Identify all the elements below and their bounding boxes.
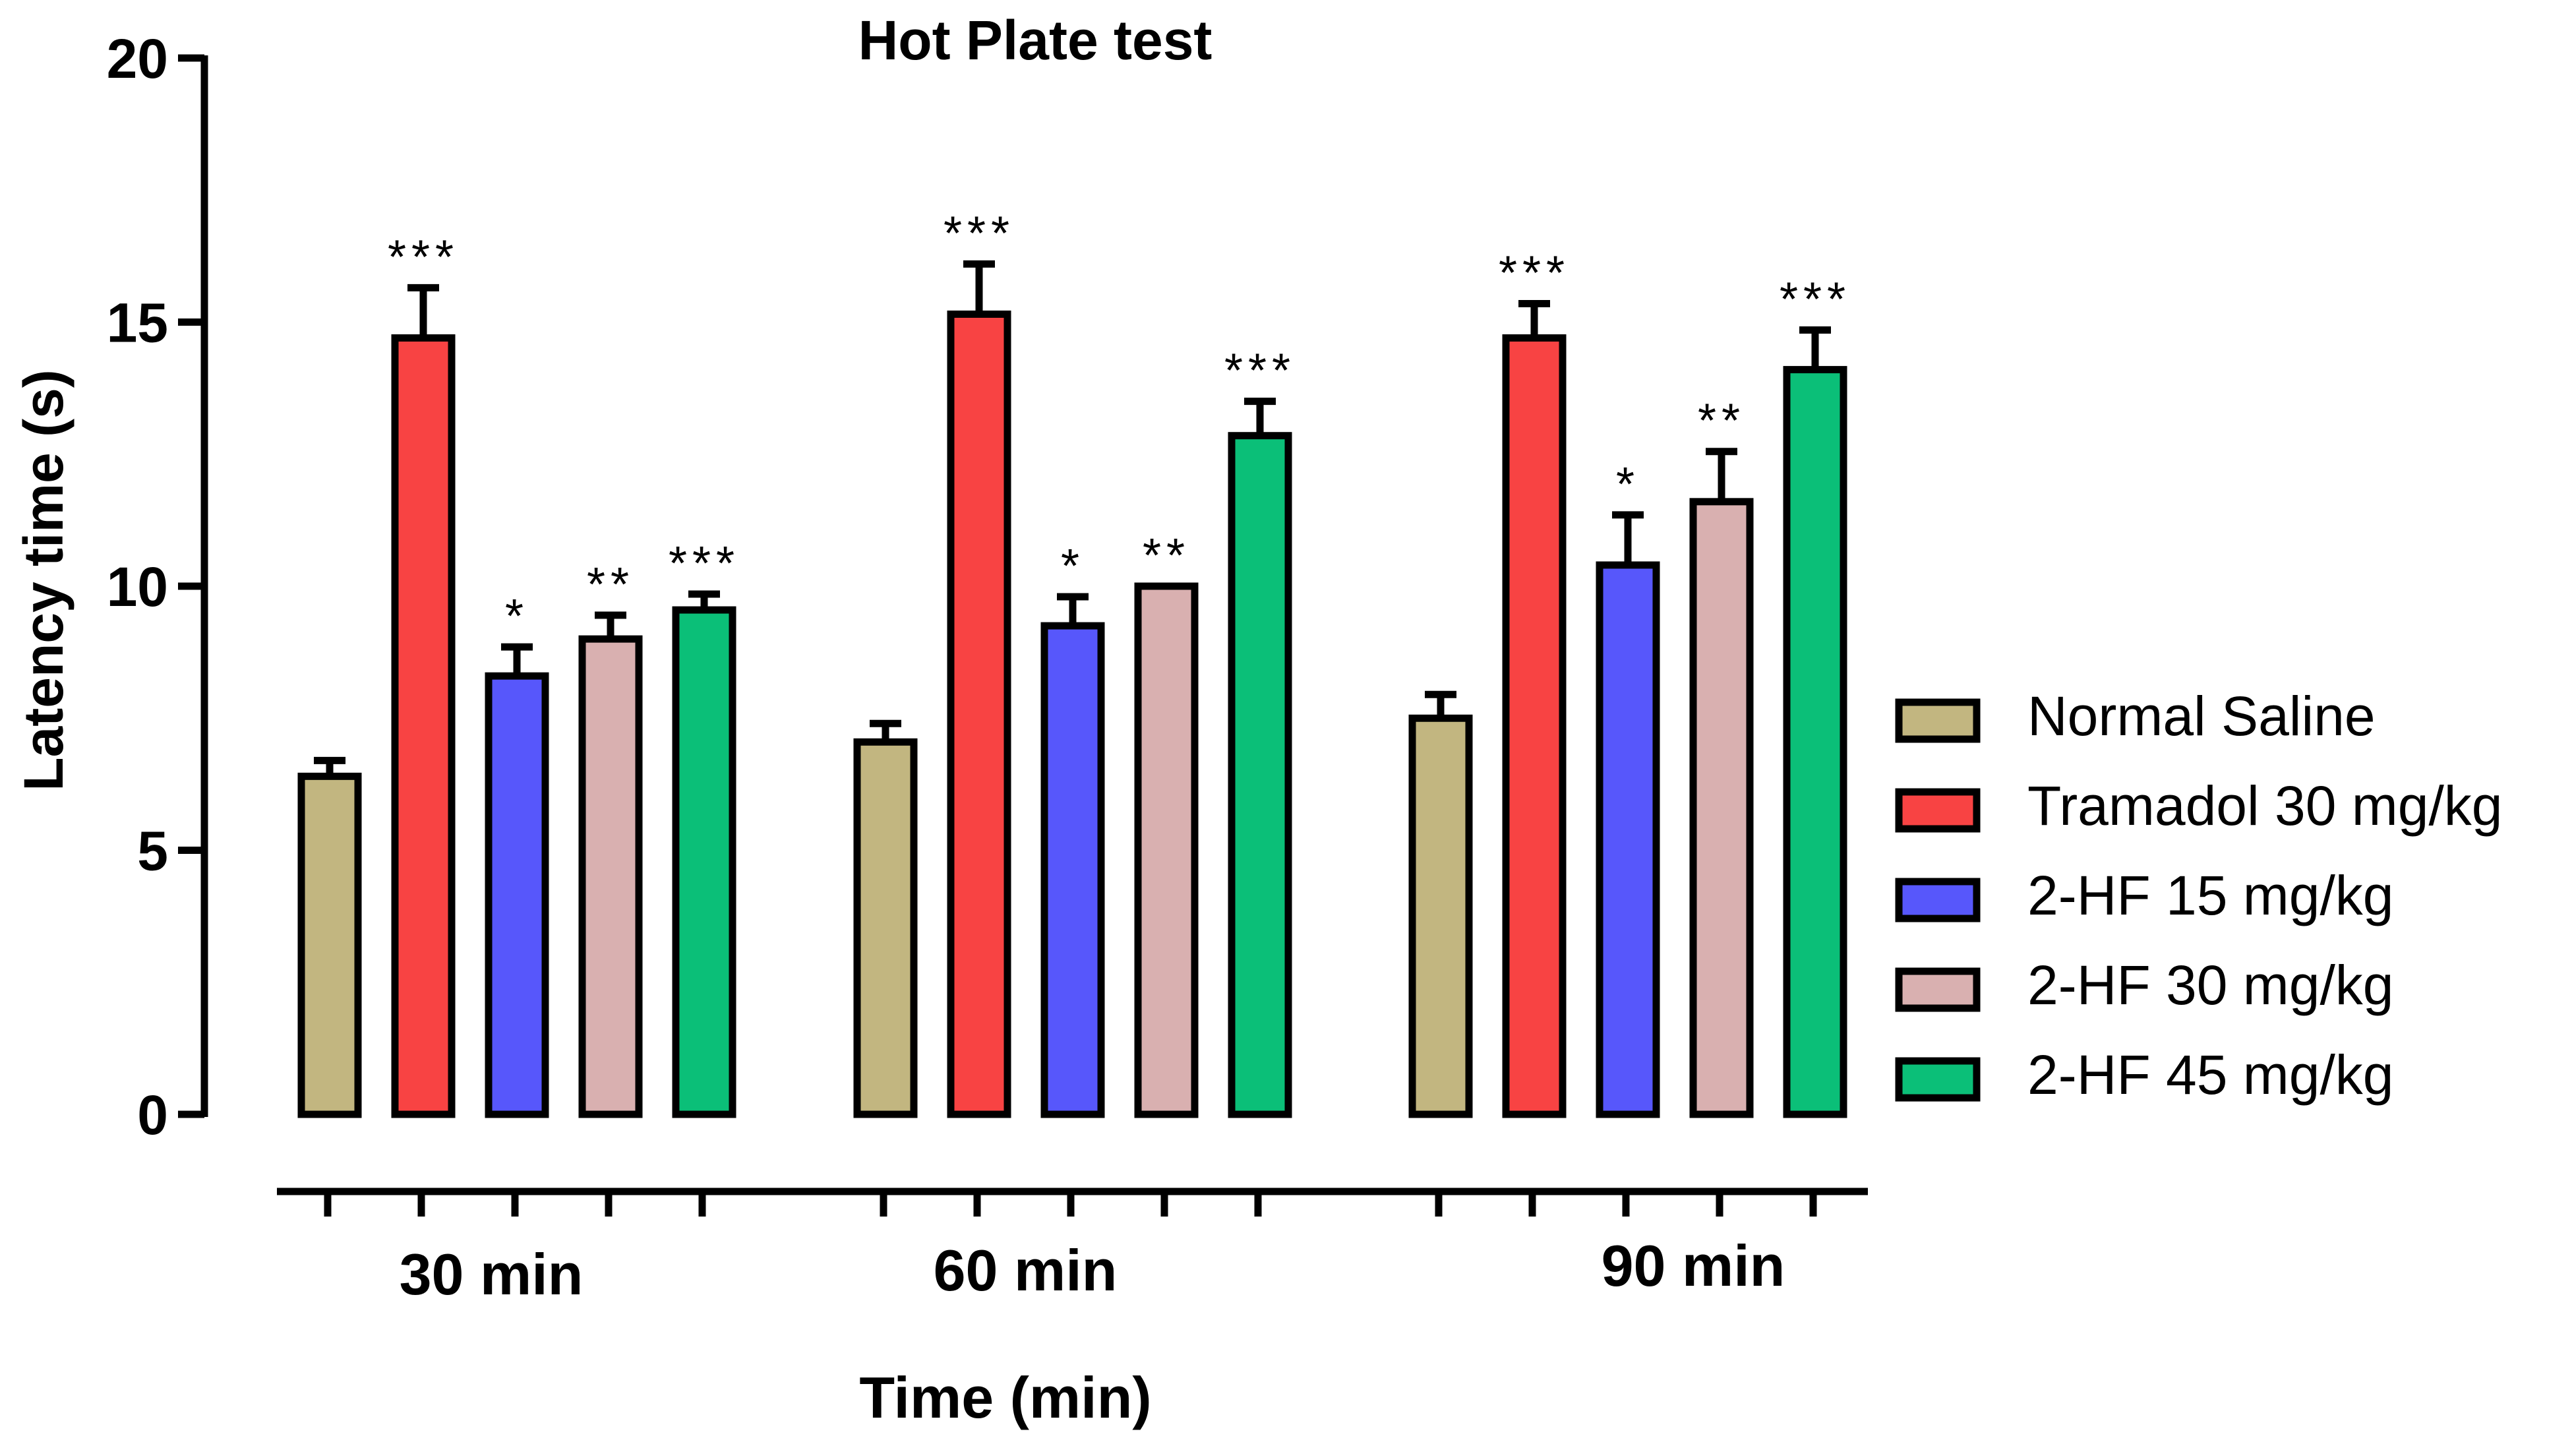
legend-item: Normal Saline [1895,685,2376,747]
bar-group-item: *** [669,537,740,1118]
bar [297,772,362,1118]
legend-swatch [1895,967,1981,1012]
bar-group-item: *** [1499,247,1570,1118]
legend-item: 2-HF 45 mg/kg [1895,1044,2394,1106]
bar-group-item: *** [1224,345,1296,1118]
bar-group-item [1408,690,1473,1118]
bar [391,334,456,1118]
bar-group-item: ** [1689,395,1754,1118]
x-category-label: 30 min [400,1242,584,1307]
bar-group-item [853,719,918,1118]
bar [1502,334,1567,1118]
significance-marker: *** [944,207,1015,260]
bar-group-item: * [1040,540,1105,1118]
bar [1689,498,1754,1118]
y-axis: 0 5 10 15 20 [107,28,208,1146]
significance-marker: *** [669,537,740,590]
x-axis: 30 min 60 min 90 min [277,1188,1868,1307]
bar-group-item: ** [578,558,643,1118]
bar-group-item [297,756,362,1118]
legend-label: Tramadol 30 mg/kg [2027,775,2503,837]
x-axis-label: Time (min) [859,1365,1151,1430]
legend-swatch [1895,1057,1981,1102]
legend-item: Tramadol 30 mg/kg [1895,775,2503,837]
bar [578,635,643,1118]
y-tick-label: 10 [107,556,168,618]
legend-label: 2-HF 15 mg/kg [2027,864,2394,926]
significance-marker: *** [1780,274,1851,326]
bar [1408,714,1473,1118]
significance-marker: ** [587,558,634,611]
significance-marker: * [1616,458,1640,511]
legend-item: 2-HF 30 mg/kg [1895,954,2394,1016]
bar [1783,366,1847,1118]
bar-group-item: *** [944,207,1015,1118]
legend-swatch [1895,878,1981,922]
x-category-label: 90 min [1602,1233,1785,1298]
legend-label: Normal Saline [2027,685,2376,747]
y-tick-label: 0 [137,1084,168,1146]
chart-title: Hot Plate test [858,9,1213,71]
bar [1596,561,1660,1118]
significance-marker: *** [1224,345,1296,398]
significance-marker: * [505,590,529,643]
bar [1134,582,1199,1118]
bar [1040,622,1105,1118]
legend: Normal Saline Tramadol 30 mg/kg 2-HF 15 mg… [1895,685,2503,1106]
bars: ****** ******* ************** [297,207,1851,1118]
bar-group-item: *** [1780,274,1851,1118]
significance-marker: ** [1143,529,1190,582]
y-tick-label: 15 [107,292,168,354]
bar-group-item: * [485,590,549,1118]
x-category-label: 60 min [934,1238,1118,1303]
bar [1228,432,1292,1118]
significance-marker: *** [388,231,459,284]
bar [672,606,736,1118]
bar [853,738,918,1118]
bar [947,310,1011,1118]
significance-marker: *** [1499,247,1570,299]
y-tick-label: 5 [137,820,168,882]
y-axis-label: Latency time (s) [13,369,75,791]
bar-group-item: ** [1134,529,1199,1118]
bar [485,672,549,1118]
significance-marker: * [1061,540,1085,593]
legend-label: 2-HF 45 mg/kg [2027,1044,2394,1106]
legend-item: 2-HF 15 mg/kg [1895,864,2394,926]
legend-swatch [1895,698,1981,743]
significance-marker: ** [1698,395,1745,448]
y-tick-label: 20 [107,28,168,90]
legend-swatch [1895,788,1981,833]
legend-label: 2-HF 30 mg/kg [2027,954,2394,1016]
bar-group-item: * [1596,458,1660,1118]
bar-group-item: *** [388,231,459,1118]
